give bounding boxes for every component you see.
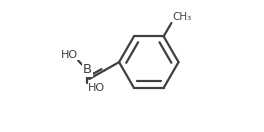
Text: HO: HO — [60, 50, 78, 60]
Text: CH₃: CH₃ — [172, 12, 191, 22]
Text: HO: HO — [88, 83, 105, 93]
Text: B: B — [83, 63, 92, 76]
